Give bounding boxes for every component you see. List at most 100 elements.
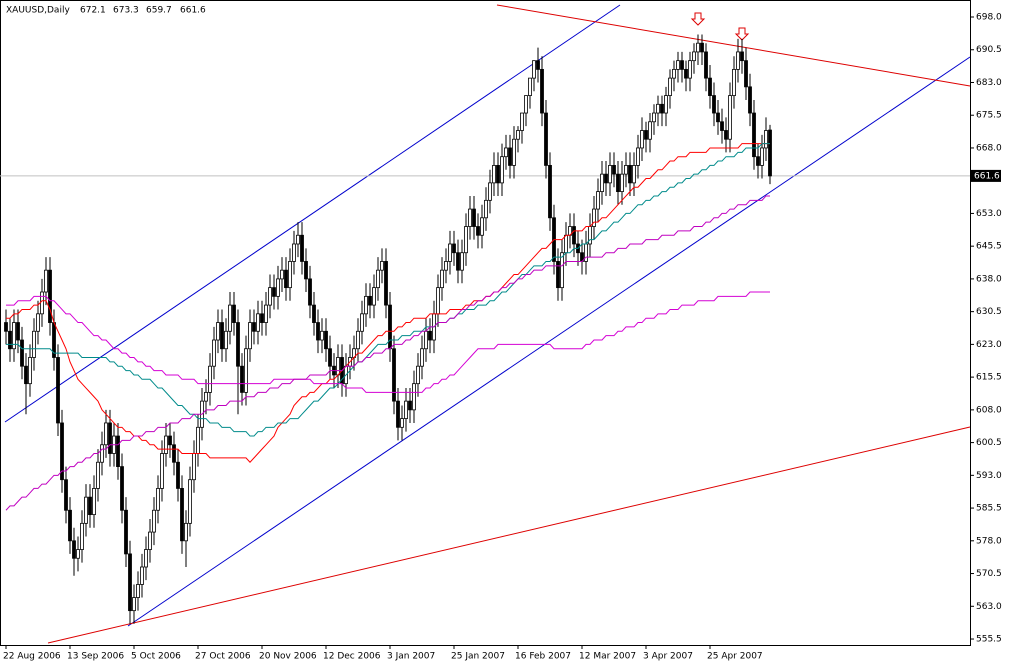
candle-body bbox=[592, 208, 596, 227]
candle-body bbox=[160, 453, 164, 489]
y-tick-label: 555.5 bbox=[976, 635, 1002, 645]
candle-body bbox=[492, 165, 496, 184]
candle-body bbox=[732, 68, 736, 96]
candle-body bbox=[564, 234, 568, 254]
candle-body bbox=[688, 60, 692, 79]
candle-body bbox=[440, 269, 444, 289]
candle-body bbox=[536, 60, 540, 70]
channel-line bbox=[127, 56, 971, 627]
candle-body bbox=[508, 147, 512, 166]
candle-body bbox=[448, 243, 452, 262]
x-tick-label: 25 Apr 2007 bbox=[707, 652, 763, 662]
candle-body bbox=[36, 313, 40, 332]
candle-body bbox=[624, 165, 628, 175]
candle-body bbox=[356, 330, 360, 350]
header-close: 661.6 bbox=[180, 6, 206, 16]
candle-body bbox=[764, 130, 768, 149]
candle-body bbox=[412, 383, 416, 411]
candle-body bbox=[4, 322, 8, 332]
y-tick-label: 645.5 bbox=[976, 242, 1002, 252]
candle-body bbox=[496, 165, 500, 184]
candle-body bbox=[88, 496, 92, 516]
candle-body bbox=[168, 435, 172, 446]
candle-body bbox=[468, 208, 472, 227]
chart-title: XAUUSD,Daily bbox=[6, 6, 70, 16]
candle-body bbox=[748, 86, 752, 114]
candle-body bbox=[464, 226, 468, 254]
moving-average bbox=[6, 291, 770, 393]
candle-body bbox=[600, 173, 604, 193]
candle-body bbox=[128, 553, 132, 612]
candle-body bbox=[512, 138, 516, 166]
x-tick-label: 20 Nov 2006 bbox=[259, 652, 317, 662]
candle-body bbox=[184, 522, 188, 542]
candle-body bbox=[428, 330, 432, 341]
candle-body bbox=[668, 77, 672, 96]
candle-body bbox=[704, 51, 708, 79]
x-tick-label: 3 Apr 2007 bbox=[643, 652, 693, 662]
candle-body bbox=[524, 95, 528, 114]
candle-body bbox=[260, 313, 264, 323]
candle-body bbox=[416, 365, 420, 385]
candle-body bbox=[44, 269, 48, 293]
candle-body bbox=[548, 165, 552, 219]
candle-body bbox=[276, 278, 280, 297]
candle-body bbox=[72, 540, 76, 559]
candle-body bbox=[716, 112, 720, 123]
candle-body bbox=[596, 191, 600, 210]
candle-body bbox=[724, 130, 728, 140]
candle-body bbox=[180, 488, 184, 542]
y-tick-label: 615.5 bbox=[976, 373, 1002, 383]
candle-body bbox=[560, 252, 564, 289]
candle-body bbox=[712, 95, 716, 114]
candle-body bbox=[280, 269, 284, 280]
candle-body bbox=[292, 243, 296, 262]
candle-body bbox=[472, 208, 476, 227]
candle-body bbox=[452, 243, 456, 254]
x-tick-label: 3 Jan 2007 bbox=[387, 652, 435, 662]
x-tick-label: 12 Dec 2006 bbox=[323, 652, 381, 662]
candle-body bbox=[328, 348, 332, 367]
candle-body bbox=[84, 496, 88, 524]
candle-body bbox=[604, 173, 608, 184]
candle-body bbox=[540, 68, 544, 114]
candle-body bbox=[616, 173, 620, 193]
candle-body bbox=[744, 60, 748, 88]
candle-body bbox=[520, 112, 524, 131]
candle-body bbox=[460, 252, 464, 271]
candle-body bbox=[408, 400, 412, 411]
candle-body bbox=[436, 287, 440, 315]
candle-body bbox=[96, 461, 100, 489]
x-tick-label: 25 Jan 2007 bbox=[451, 652, 505, 662]
y-tick-label: 675.5 bbox=[976, 111, 1002, 121]
y-tick-label: 653.0 bbox=[976, 209, 1002, 219]
y-tick-label: 600.5 bbox=[976, 438, 1002, 448]
candle-body bbox=[220, 322, 224, 350]
candle-body bbox=[660, 103, 664, 114]
price-label-box bbox=[971, 169, 1001, 182]
candle-body bbox=[152, 509, 156, 533]
candle-body bbox=[636, 147, 640, 166]
candle-body bbox=[304, 261, 308, 280]
y-tick-label: 585.5 bbox=[976, 504, 1002, 514]
candle-body bbox=[232, 304, 236, 323]
candle-body bbox=[92, 488, 96, 516]
candle-body bbox=[372, 287, 376, 306]
candle-body bbox=[632, 165, 636, 184]
candle-body bbox=[124, 509, 128, 555]
candle-body bbox=[244, 348, 248, 393]
x-tick-label: 5 Oct 2006 bbox=[131, 652, 181, 662]
candle-body bbox=[664, 95, 668, 114]
candle-body bbox=[32, 330, 36, 358]
y-tick-label: 608.0 bbox=[976, 405, 1002, 415]
candle-body bbox=[28, 357, 32, 385]
candle-body bbox=[420, 348, 424, 367]
candle-body bbox=[108, 422, 112, 454]
candle-body bbox=[640, 130, 644, 149]
candle-body bbox=[692, 51, 696, 62]
candle-body bbox=[216, 322, 220, 341]
candle-body bbox=[516, 130, 520, 140]
channel-line bbox=[4, 4, 621, 423]
candle-body bbox=[236, 322, 240, 367]
